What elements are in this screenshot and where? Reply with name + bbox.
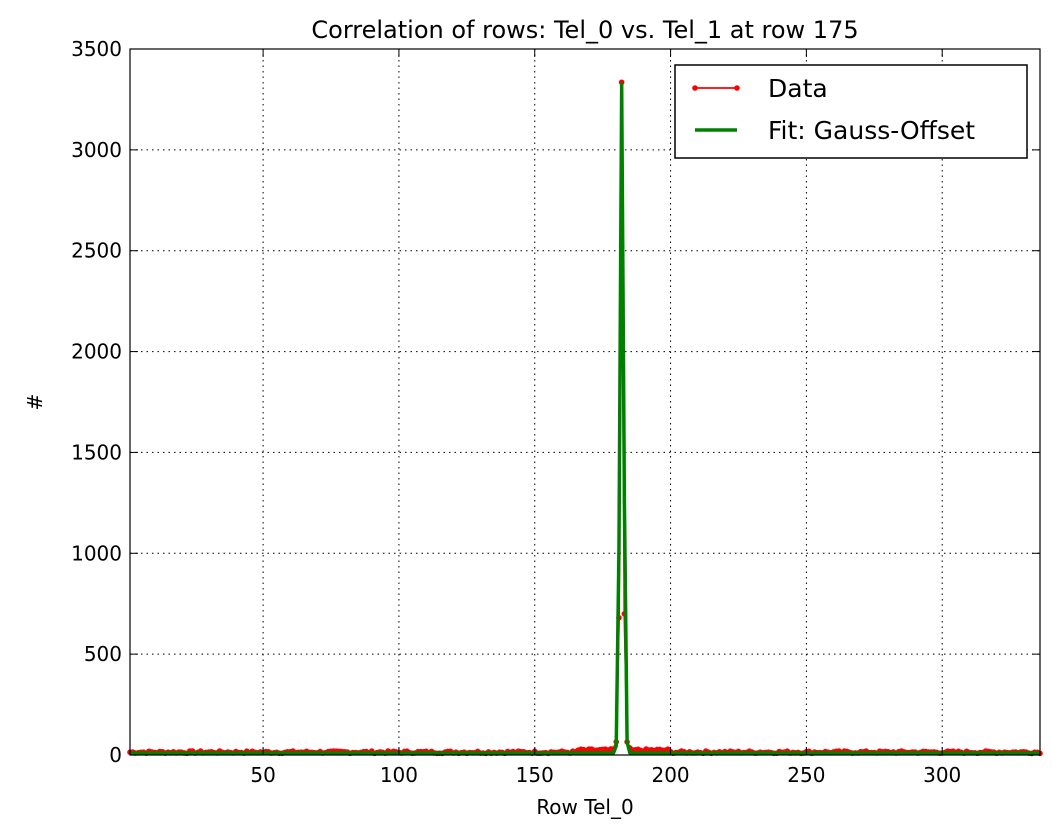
legend: Data Fit: Gauss-Offset: [674, 64, 1028, 159]
y-axis-label: #: [23, 394, 47, 411]
x-tick-label: 300: [923, 763, 961, 787]
legend-box: [674, 64, 1028, 159]
data-series-line: [129, 82, 1041, 755]
x-tick-label: 250: [787, 763, 825, 787]
x-tick-label: 100: [380, 763, 418, 787]
chart-title: Correlation of rows: Tel_0 vs. Tel_1 at …: [311, 16, 858, 44]
x-axis-label: Row Tel_0: [536, 795, 633, 819]
legend-data-dot-left: [692, 85, 698, 91]
y-tick-label: 3000: [71, 138, 122, 162]
plot-frame: [129, 48, 1041, 756]
grid-lines: [130, 49, 1040, 755]
y-tick-label: 1000: [71, 541, 122, 565]
series-layer: [127, 79, 1043, 757]
legend-data-label: Data: [768, 74, 828, 103]
y-tick-label: 500: [84, 642, 122, 666]
y-tick-label: 0: [109, 743, 122, 767]
axis-ticks: 50 100 150 200 250 30005001000150020002500300…: [71, 37, 1040, 787]
data-series-points: [127, 79, 1043, 757]
y-tick-label: 3500: [71, 37, 122, 61]
legend-fit-label: Fit: Gauss-Offset: [768, 116, 975, 145]
y-tick-label: 1500: [71, 440, 122, 464]
legend-data-dot-right: [734, 85, 740, 91]
y-tick-label: 2000: [71, 340, 122, 364]
fit-series-line: [130, 82, 1040, 755]
x-tick-label: 50: [250, 763, 275, 787]
y-tick-label: 2500: [71, 239, 122, 263]
x-tick-label: 200: [651, 763, 689, 787]
x-tick-label: 150: [516, 763, 554, 787]
